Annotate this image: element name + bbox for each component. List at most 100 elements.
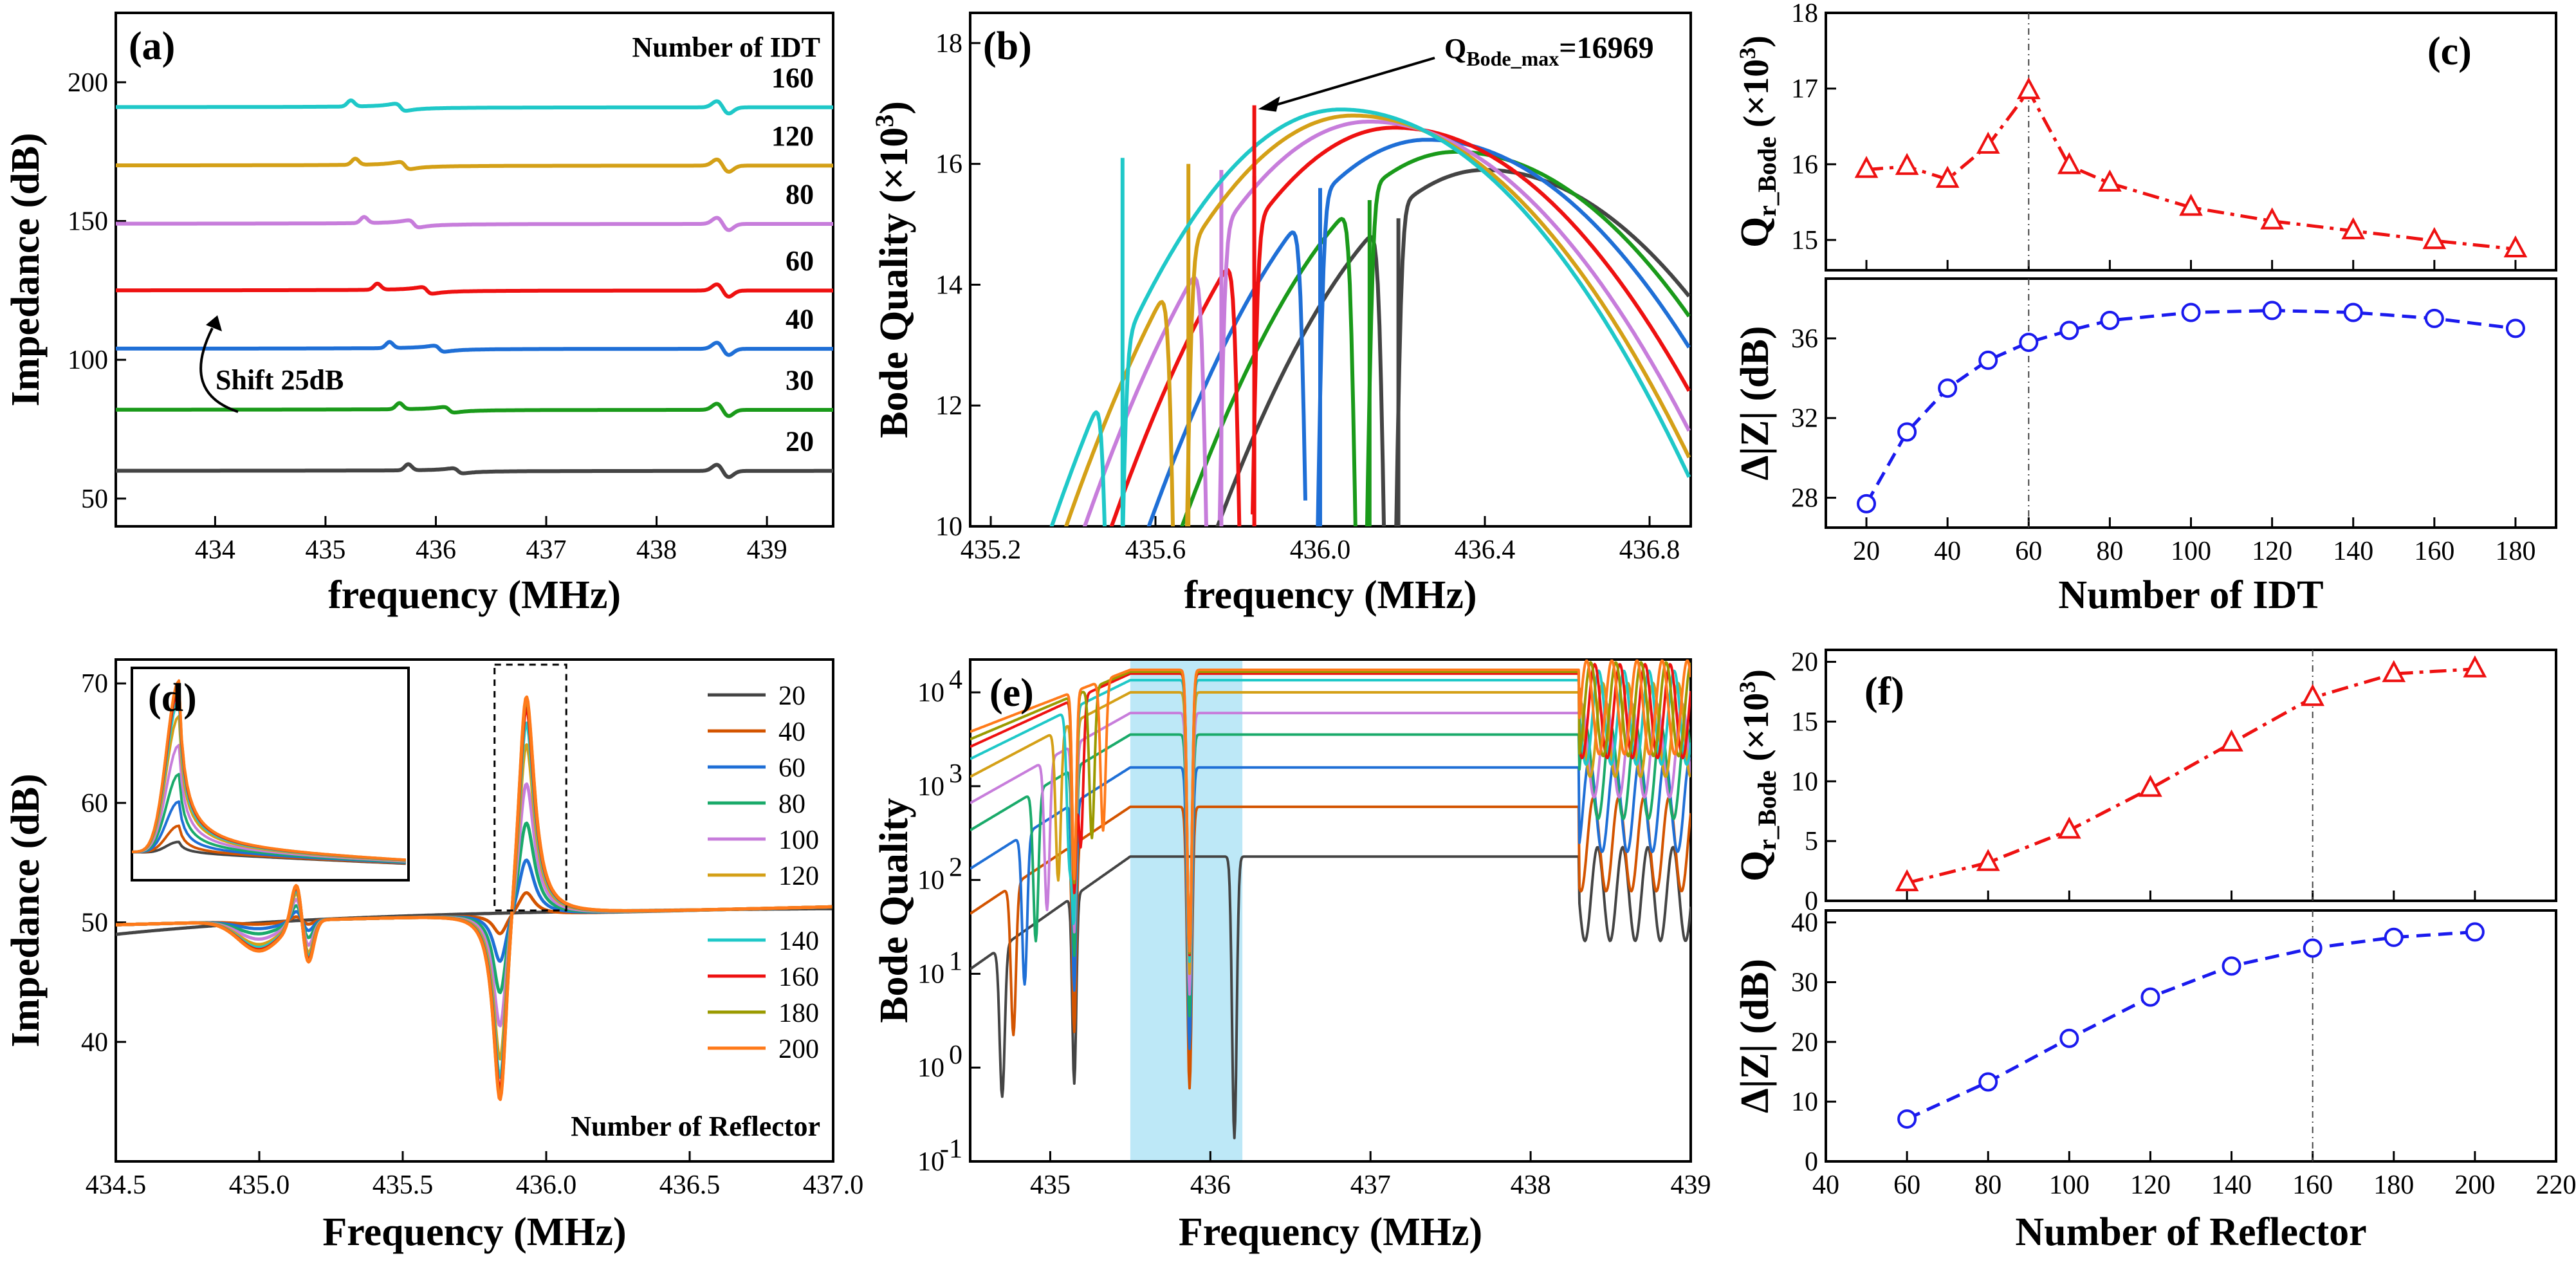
panel-b-series-40 bbox=[1146, 230, 1307, 526]
panel-f-bot-point bbox=[1897, 1109, 1917, 1129]
panel-d-legend-label: 80 bbox=[778, 789, 805, 819]
panel-c-bot-point bbox=[1897, 422, 1917, 442]
panel-d-frame bbox=[115, 658, 834, 1163]
panel-b-series-30 bbox=[1365, 149, 1691, 526]
panel-f-bot-xtick-label: 40 bbox=[1812, 1170, 1839, 1200]
panel-c-bot-point bbox=[1938, 378, 1958, 398]
panel-f-top-ytick-label: 10 bbox=[1791, 767, 1818, 797]
panel-c-top-point bbox=[1854, 156, 1879, 178]
panel-d-xtick-label: 436.0 bbox=[516, 1170, 577, 1200]
panel-f-bot-xtick-label: 140 bbox=[2211, 1170, 2252, 1200]
panel-a-legend-title: Number of IDT bbox=[632, 32, 820, 63]
panel-a-xtick-label: 438 bbox=[636, 535, 677, 565]
panel-c-bot-xtick-label: 40 bbox=[1934, 537, 1961, 566]
panel-e-ytick-label: 10 bbox=[917, 959, 944, 989]
panel-c-top-ytick-label: 16 bbox=[1791, 150, 1818, 180]
panel-a-xtick-label: 437 bbox=[526, 535, 567, 565]
panel-e-ytick-exp: 1 bbox=[949, 946, 962, 976]
panel-a-series-label: 160 bbox=[771, 62, 814, 93]
panel-f-top-point bbox=[2301, 684, 2325, 706]
panel-c-top-point bbox=[2016, 77, 2041, 100]
panel-c-bot-ytick-label: 32 bbox=[1791, 404, 1818, 434]
panel-a-series-label: 60 bbox=[786, 245, 814, 277]
panel-a-series-80 bbox=[116, 215, 833, 232]
panel-c-bot-xtick-label: 120 bbox=[2252, 537, 2292, 566]
panel-a-xtick-label: 434 bbox=[195, 535, 235, 565]
panel-c-top-point bbox=[2179, 194, 2203, 216]
panel-e-xtick-label: 436 bbox=[1190, 1170, 1231, 1200]
panel-c-top-point bbox=[2260, 207, 2284, 230]
panel-c-bot-point bbox=[2343, 302, 2363, 322]
panel-f-bot-xtick-label: 100 bbox=[2049, 1170, 2090, 1200]
panel-c-bot-xtick-label: 80 bbox=[2096, 537, 2123, 566]
panel-b-ytick-label: 12 bbox=[935, 391, 962, 421]
panel-f-top-frame bbox=[1825, 649, 2557, 902]
panel-a-xtick-label: 435 bbox=[305, 535, 345, 565]
panel-b-series-80 bbox=[1082, 276, 1208, 526]
panel-d-legend-label: 160 bbox=[778, 963, 819, 992]
panel-d-legend-label: 20 bbox=[778, 681, 805, 711]
panel-c-top-point bbox=[2057, 152, 2081, 174]
panel-d-legend-label: 200 bbox=[778, 1035, 819, 1064]
panel-f-bot-xtick-label: 220 bbox=[2536, 1170, 2576, 1200]
panel-f-top-ylabel: Qr_Bode (×103) bbox=[1733, 669, 1781, 882]
panel-f-bot-ytick-label: 30 bbox=[1791, 968, 1818, 997]
panel-b-label: (b) bbox=[983, 24, 1032, 68]
panel-d-ylabel: Impedance (dB) bbox=[4, 773, 48, 1047]
panel-c-bot-xtick-label: 20 bbox=[1853, 537, 1880, 566]
panel-f-bot-xtick-label: 180 bbox=[2373, 1170, 2414, 1200]
panel-e-xlabel: Frequency (MHz) bbox=[1179, 1210, 1482, 1254]
panel-a-xtick-label: 439 bbox=[747, 535, 787, 565]
panel-c-xlabel: Number of IDT bbox=[2058, 573, 2323, 617]
panel-d-legend-label: 60 bbox=[778, 753, 805, 783]
panel-b-qmax-arrowhead bbox=[1258, 96, 1280, 112]
panel-a-ytick-label: 150 bbox=[68, 207, 108, 237]
panel-f-top-ytick-label: 20 bbox=[1791, 648, 1818, 678]
panel-d-legend-label: 40 bbox=[778, 717, 805, 747]
panel-a-series-120 bbox=[116, 156, 833, 174]
panel-b-series-20 bbox=[1215, 235, 1386, 526]
panel-d-legend-title: Number of Reflector bbox=[571, 1111, 820, 1142]
panel-f-bot-ytick-label: 20 bbox=[1791, 1028, 1818, 1057]
panel-c-bot-xtick-label: 160 bbox=[2414, 537, 2454, 566]
panel-a-series-40 bbox=[116, 340, 833, 357]
panel-a-ylabel: Impedance (dB) bbox=[4, 133, 48, 406]
panel-c-top-point bbox=[1976, 131, 2000, 154]
panel-f-bot-point bbox=[2222, 956, 2241, 976]
panel-c-bot-line bbox=[1864, 309, 2516, 505]
panel-e-ytick-exp: 2 bbox=[949, 853, 962, 883]
panel-b-series-40 bbox=[1316, 138, 1691, 526]
panel-a-series-20 bbox=[116, 462, 833, 479]
panel-b-ytick-label: 16 bbox=[935, 150, 962, 180]
panel-f-bot-xtick-label: 120 bbox=[2130, 1170, 2171, 1200]
panel-c-top-point bbox=[2098, 169, 2122, 192]
panel-a-series-label: 20 bbox=[786, 425, 814, 457]
panel-f-top-point bbox=[2057, 817, 2081, 839]
panel-c-bot-xtick-label: 140 bbox=[2333, 537, 2373, 566]
panel-d-ytick-label: 70 bbox=[81, 669, 108, 699]
panel-b-xtick-label: 436.0 bbox=[1290, 535, 1351, 565]
panel-d-series-200 bbox=[116, 695, 833, 1102]
panel-f-label: (f) bbox=[1864, 670, 1904, 714]
panel-e-ytick-label: 10 bbox=[917, 1053, 944, 1083]
panel-a-series-label: 40 bbox=[786, 304, 814, 335]
panel-f-bot-point bbox=[2303, 938, 2323, 958]
panel-e-series-140 bbox=[970, 669, 1691, 963]
panel-b-annotation: QBode_max=16969 bbox=[1444, 31, 1654, 70]
panel-f-top-ytick-label: 15 bbox=[1791, 707, 1818, 737]
panel-e-ytick-exp: -1 bbox=[940, 1134, 962, 1164]
panel-e-ytick-label: 10 bbox=[917, 1147, 944, 1177]
panel-b-series-80 bbox=[1217, 120, 1691, 521]
panel-c-label: (c) bbox=[2427, 30, 2472, 73]
panel-f-top-point bbox=[2139, 775, 2162, 797]
panel-e-label: (e) bbox=[989, 671, 1034, 715]
panel-f-bot-xtick-label: 160 bbox=[2292, 1170, 2333, 1200]
panel-c-bot-point bbox=[2100, 311, 2120, 331]
panel-f-bot-line bbox=[1906, 930, 2476, 1121]
panel-c-bot-point bbox=[2059, 320, 2079, 340]
panel-b-series-60 bbox=[1251, 125, 1691, 515]
panel-b-qmax-arrow bbox=[1265, 57, 1435, 109]
panel-f-bot-point bbox=[2384, 927, 2404, 947]
shift-arrow bbox=[199, 328, 239, 413]
